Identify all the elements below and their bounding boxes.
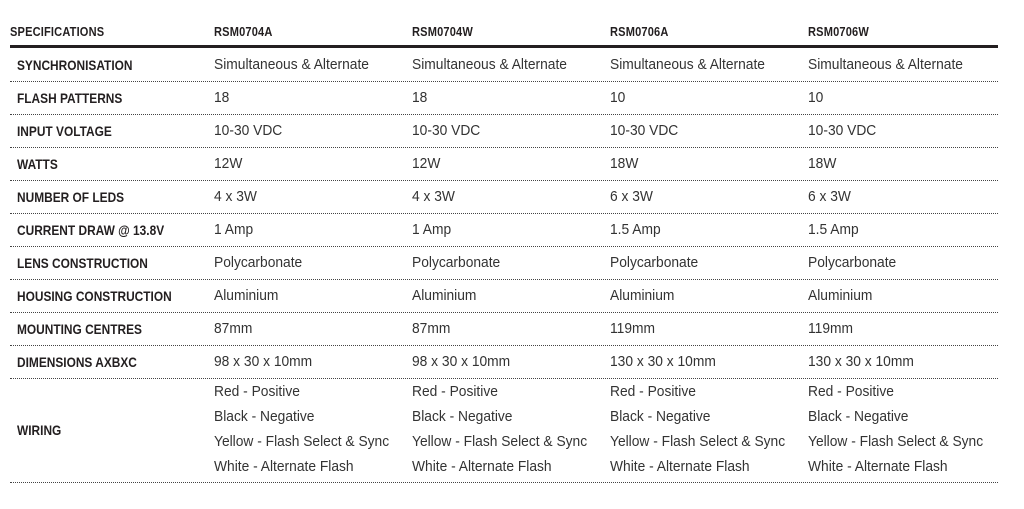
row-label: WATTS (17, 155, 58, 172)
cell: 10-30 VDC (808, 121, 877, 139)
cell-line: Yellow - Flash Select & Sync (214, 433, 390, 450)
cell-line: Yellow - Flash Select & Sync (610, 433, 786, 450)
cell: Polycarbonate (412, 253, 501, 271)
cell: 6 x 3W (808, 187, 851, 205)
cell: 4 x 3W (214, 187, 257, 205)
cell-line: Black - Negative (610, 408, 711, 425)
cell-line: Black - Negative (808, 408, 909, 425)
cell: Aluminium (412, 286, 477, 304)
cell-line: White - Alternate Flash (610, 458, 750, 475)
cell: 130 x 30 x 10mm (610, 352, 716, 370)
cell: Simultaneous & Alternate (214, 55, 369, 73)
row-divider (10, 378, 998, 379)
row-label: DIMENSIONS AXBXC (17, 353, 137, 370)
row-label: FLASH PATTERNS (17, 89, 123, 106)
cell: Polycarbonate (610, 253, 699, 271)
cell: 98 x 30 x 10mm (214, 352, 313, 370)
column-header: SPECIFICATIONS (10, 24, 105, 39)
row-divider (10, 81, 998, 82)
row-divider (10, 213, 998, 214)
cell-line: Yellow - Flash Select & Sync (808, 433, 984, 450)
row-label: LENS CONSTRUCTION (17, 254, 148, 271)
cell: Simultaneous & Alternate (412, 55, 567, 73)
column-header: RSM0706A (610, 24, 669, 39)
cell: Polycarbonate (808, 253, 897, 271)
header-rule (10, 45, 998, 48)
cell: Simultaneous & Alternate (610, 55, 765, 73)
cell: 1 Amp (412, 220, 452, 238)
row-label: NUMBER OF LEDS (17, 188, 125, 205)
cell: 119mm (808, 319, 853, 337)
cell: 4 x 3W (412, 187, 455, 205)
cell: 18 (214, 88, 230, 106)
cell: Simultaneous & Alternate (808, 55, 963, 73)
cell: 10-30 VDC (610, 121, 679, 139)
cell-line: White - Alternate Flash (808, 458, 948, 475)
column-header: RSM0704W (412, 24, 473, 39)
row-divider (10, 147, 998, 148)
cell: 87mm (412, 319, 451, 337)
cell: 18W (808, 154, 837, 172)
cell: Polycarbonate (214, 253, 303, 271)
row-label: MOUNTING CENTRES (17, 320, 142, 337)
cell-line: Red - Positive (214, 383, 300, 400)
cell: 1 Amp (214, 220, 254, 238)
cell: 18 (412, 88, 428, 106)
cell: 12W (214, 154, 243, 172)
row-label: SYNCHRONISATION (17, 56, 133, 73)
cell: Aluminium (214, 286, 279, 304)
cell: 130 x 30 x 10mm (808, 352, 914, 370)
cell: 18W (610, 154, 639, 172)
cell: 6 x 3W (610, 187, 653, 205)
row-divider (10, 482, 998, 483)
cell-line: Yellow - Flash Select & Sync (412, 433, 588, 450)
row-divider (10, 246, 998, 247)
row-label: HOUSING CONSTRUCTION (17, 287, 172, 304)
cell: 10 (808, 88, 824, 106)
cell-line: Red - Positive (808, 383, 894, 400)
column-header: RSM0704A (214, 24, 273, 39)
cell: 87mm (214, 319, 253, 337)
row-divider (10, 312, 998, 313)
cell: 10-30 VDC (214, 121, 283, 139)
cell-line: Black - Negative (412, 408, 513, 425)
row-label: INPUT VOLTAGE (17, 122, 112, 139)
cell: 98 x 30 x 10mm (412, 352, 511, 370)
cell: 1.5 Amp (610, 220, 661, 238)
cell: 10-30 VDC (412, 121, 481, 139)
row-divider (10, 279, 998, 280)
cell-line: White - Alternate Flash (214, 458, 354, 475)
row-divider (10, 114, 998, 115)
cell: 119mm (610, 319, 655, 337)
cell: 1.5 Amp (808, 220, 859, 238)
cell: 12W (412, 154, 441, 172)
cell-line: Red - Positive (610, 383, 696, 400)
cell: Aluminium (610, 286, 675, 304)
row-divider (10, 180, 998, 181)
row-label: WIRING (17, 422, 62, 438)
column-header: RSM0706W (808, 24, 869, 39)
cell-line: White - Alternate Flash (412, 458, 552, 475)
row-divider (10, 345, 998, 346)
cell: 10 (610, 88, 626, 106)
row-label: CURRENT DRAW @ 13.8V (17, 221, 165, 238)
cell-line: Red - Positive (412, 383, 498, 400)
cell-line: Black - Negative (214, 408, 315, 425)
cell: Aluminium (808, 286, 873, 304)
